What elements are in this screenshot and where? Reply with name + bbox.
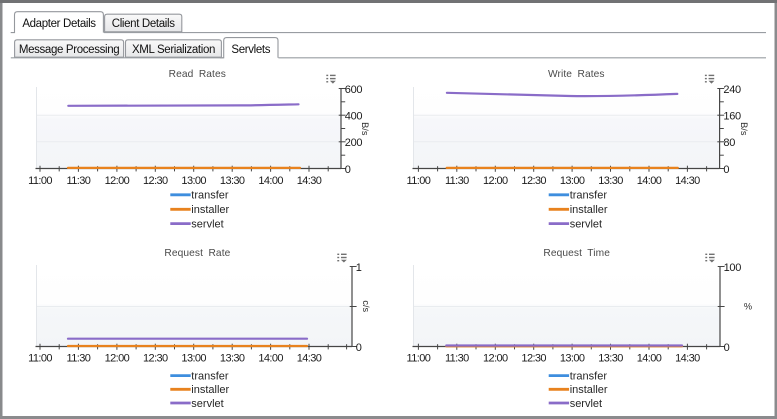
svg-text:13:30: 13:30 [220,175,245,187]
svg-text:600: 600 [345,84,363,96]
svg-text:14:00: 14:00 [258,352,283,364]
svg-text:11:30: 11:30 [445,175,469,187]
svg-text:Write Rates: Write Rates [548,69,605,80]
svg-text:200: 200 [345,137,363,149]
svg-text:Message Processing: Message Processing [19,44,119,56]
svg-text:13:00: 13:00 [560,352,585,364]
svg-text:c/s: c/s [361,300,371,312]
svg-text:12:00: 12:00 [483,175,508,187]
svg-text:12:30: 12:30 [521,352,546,364]
svg-text:11:00: 11:00 [28,352,52,364]
svg-text:1: 1 [356,262,362,274]
svg-text:13:30: 13:30 [220,352,245,364]
svg-text:11:00: 11:00 [407,352,431,364]
svg-text:80: 80 [723,137,735,149]
svg-text:12:30: 12:30 [143,175,168,187]
svg-text:Request Time: Request Time [543,248,610,259]
svg-text:B/s: B/s [360,122,370,136]
svg-text:14:30: 14:30 [675,175,700,187]
svg-text:transfer: transfer [570,371,608,383]
svg-text:installer: installer [570,384,608,396]
svg-text:installer: installer [191,204,229,216]
svg-text:XML Serialization: XML Serialization [132,44,215,56]
svg-text:installer: installer [191,384,229,396]
svg-text:12:00: 12:00 [105,352,130,364]
svg-text:13:00: 13:00 [181,175,206,187]
svg-text:0: 0 [723,164,729,176]
svg-text:11:30: 11:30 [67,175,91,187]
svg-text:11:00: 11:00 [28,175,52,187]
svg-text:transfer: transfer [570,190,608,202]
svg-text:Read Rates: Read Rates [169,69,226,80]
svg-text:13:00: 13:00 [181,352,206,364]
svg-text:100: 100 [724,262,742,274]
svg-text:transfer: transfer [191,371,229,383]
svg-text:14:00: 14:00 [258,175,283,187]
svg-text:servlet: servlet [570,398,602,410]
svg-text:Adapter Details: Adapter Details [22,18,96,30]
svg-text:14:30: 14:30 [297,352,322,364]
svg-text:14:00: 14:00 [637,175,662,187]
svg-text:servlet: servlet [570,219,602,231]
svg-text:240: 240 [723,84,741,96]
svg-text:0: 0 [356,342,362,354]
svg-text:0: 0 [724,342,730,354]
svg-text:%: % [744,301,752,311]
svg-text:14:00: 14:00 [637,352,662,364]
svg-text:13:00: 13:00 [560,175,585,187]
svg-text:0: 0 [345,164,351,176]
svg-text:B/s: B/s [739,122,749,136]
svg-text:12:30: 12:30 [143,352,168,364]
svg-text:Request Rate: Request Rate [164,248,230,259]
svg-text:transfer: transfer [191,190,229,202]
svg-text:11:30: 11:30 [445,352,469,364]
svg-text:Client Details: Client Details [112,18,175,30]
svg-text:installer: installer [570,204,608,216]
svg-text:13:30: 13:30 [598,175,623,187]
svg-text:400: 400 [345,111,363,123]
svg-text:12:00: 12:00 [483,352,508,364]
svg-text:14:30: 14:30 [297,175,322,187]
svg-text:servlet: servlet [191,398,223,410]
svg-text:13:30: 13:30 [598,352,623,364]
svg-text:Servlets: Servlets [231,44,270,56]
svg-text:160: 160 [723,111,741,123]
svg-text:14:30: 14:30 [675,352,700,364]
svg-text:12:00: 12:00 [105,175,130,187]
svg-text:servlet: servlet [191,219,223,231]
svg-text:11:00: 11:00 [407,175,431,187]
svg-text:11:30: 11:30 [67,352,91,364]
svg-text:12:30: 12:30 [521,175,546,187]
